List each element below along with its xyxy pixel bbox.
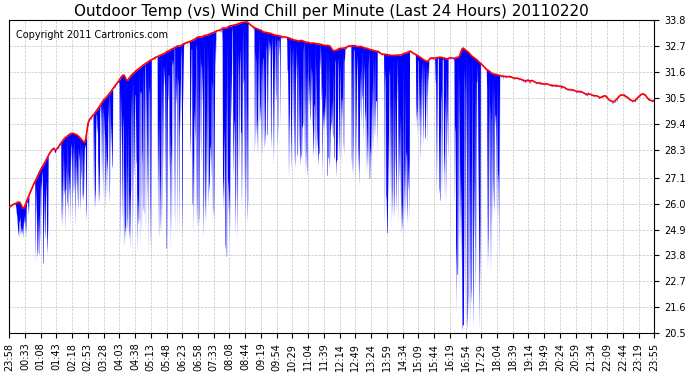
Title: Outdoor Temp (vs) Wind Chill per Minute (Last 24 Hours) 20110220: Outdoor Temp (vs) Wind Chill per Minute … [75, 4, 589, 19]
Text: Copyright 2011 Cartronics.com: Copyright 2011 Cartronics.com [16, 30, 168, 40]
